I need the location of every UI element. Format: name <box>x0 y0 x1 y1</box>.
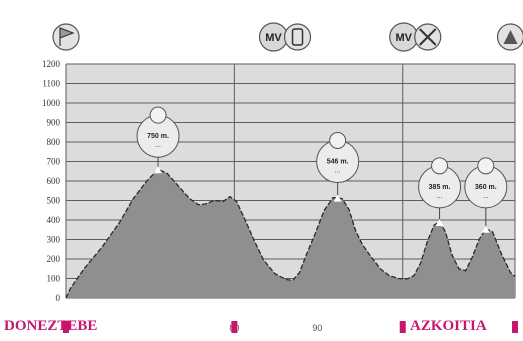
peak-summit <box>481 225 490 233</box>
km-marker <box>63 321 69 333</box>
km-marker <box>231 321 238 333</box>
top-icon-crossed: MV <box>389 22 442 52</box>
y-tick-label: 1000 <box>42 98 61 108</box>
peak-elevation: 360 m. <box>475 184 497 191</box>
flag-icon <box>52 23 80 51</box>
peak-labels: 750 m....546 m....385 m....360 m.... <box>136 106 508 233</box>
badge-label: MV <box>395 32 412 44</box>
km-marker <box>512 321 518 333</box>
x-tick-label: 90 <box>312 323 322 333</box>
elevation-line <box>65 168 516 299</box>
start-town-label: DONEZTEBE <box>4 318 98 334</box>
y-tick-label: 500 <box>47 196 61 206</box>
y-tick-label: 300 <box>47 235 61 245</box>
phone-icon <box>283 23 312 51</box>
y-tick-label: 200 <box>47 254 61 264</box>
peak-distance: ... <box>483 193 489 200</box>
peak-label: 360 m.... <box>464 157 508 233</box>
flag-shape <box>59 27 75 46</box>
peak-label: 546 m.... <box>316 132 360 202</box>
y-axis-ticks: 0 100 200 300 400 500 600 700 800 900 1000 1100 1200 <box>42 59 61 303</box>
y-tick-label: 600 <box>47 176 61 186</box>
signal-shape <box>503 30 518 44</box>
top-icon-phone: MV <box>258 22 312 52</box>
km-marker <box>399 321 406 333</box>
y-tick-label: 700 <box>47 157 61 167</box>
peak-elevation: 546 m. <box>327 159 349 166</box>
peak-icon <box>329 132 347 149</box>
peak-summit <box>154 166 163 174</box>
peak-icon <box>149 106 167 124</box>
peak-distance: ... <box>437 193 443 200</box>
top-icon-flag <box>52 23 80 51</box>
x-axis-ticks: 8090 <box>63 321 518 333</box>
y-tick-label: 1200 <box>42 59 61 69</box>
peak-label: 385 m.... <box>418 157 462 226</box>
end-town-label: AZKOITIA <box>410 318 487 334</box>
y-tick-label: 900 <box>47 118 61 128</box>
peak-icon <box>431 157 449 175</box>
peak-icon <box>477 157 495 175</box>
y-tick-label: 100 <box>47 274 61 284</box>
peak-elevation: 750 m. <box>147 133 169 140</box>
top-icons: MV MV <box>52 22 523 52</box>
y-tick-label: 400 <box>47 215 61 225</box>
top-icon-signal <box>496 23 523 51</box>
y-tick-label: 800 <box>47 137 61 147</box>
phone-shape <box>291 28 304 46</box>
peak-elevation: 385 m. <box>429 184 451 191</box>
cross-stroke <box>419 28 437 46</box>
peak-distance: ... <box>335 168 341 175</box>
elevation-area <box>65 168 516 299</box>
peak-summit <box>333 194 342 202</box>
peak-distance: ... <box>155 142 161 149</box>
elevation-fill <box>66 169 515 298</box>
peak-summit <box>435 218 444 226</box>
y-tick-label: 0 <box>56 293 61 303</box>
y-tick-label: 1100 <box>42 79 60 89</box>
peak-label: 750 m.... <box>136 106 180 174</box>
badge-label: MV <box>265 32 282 44</box>
